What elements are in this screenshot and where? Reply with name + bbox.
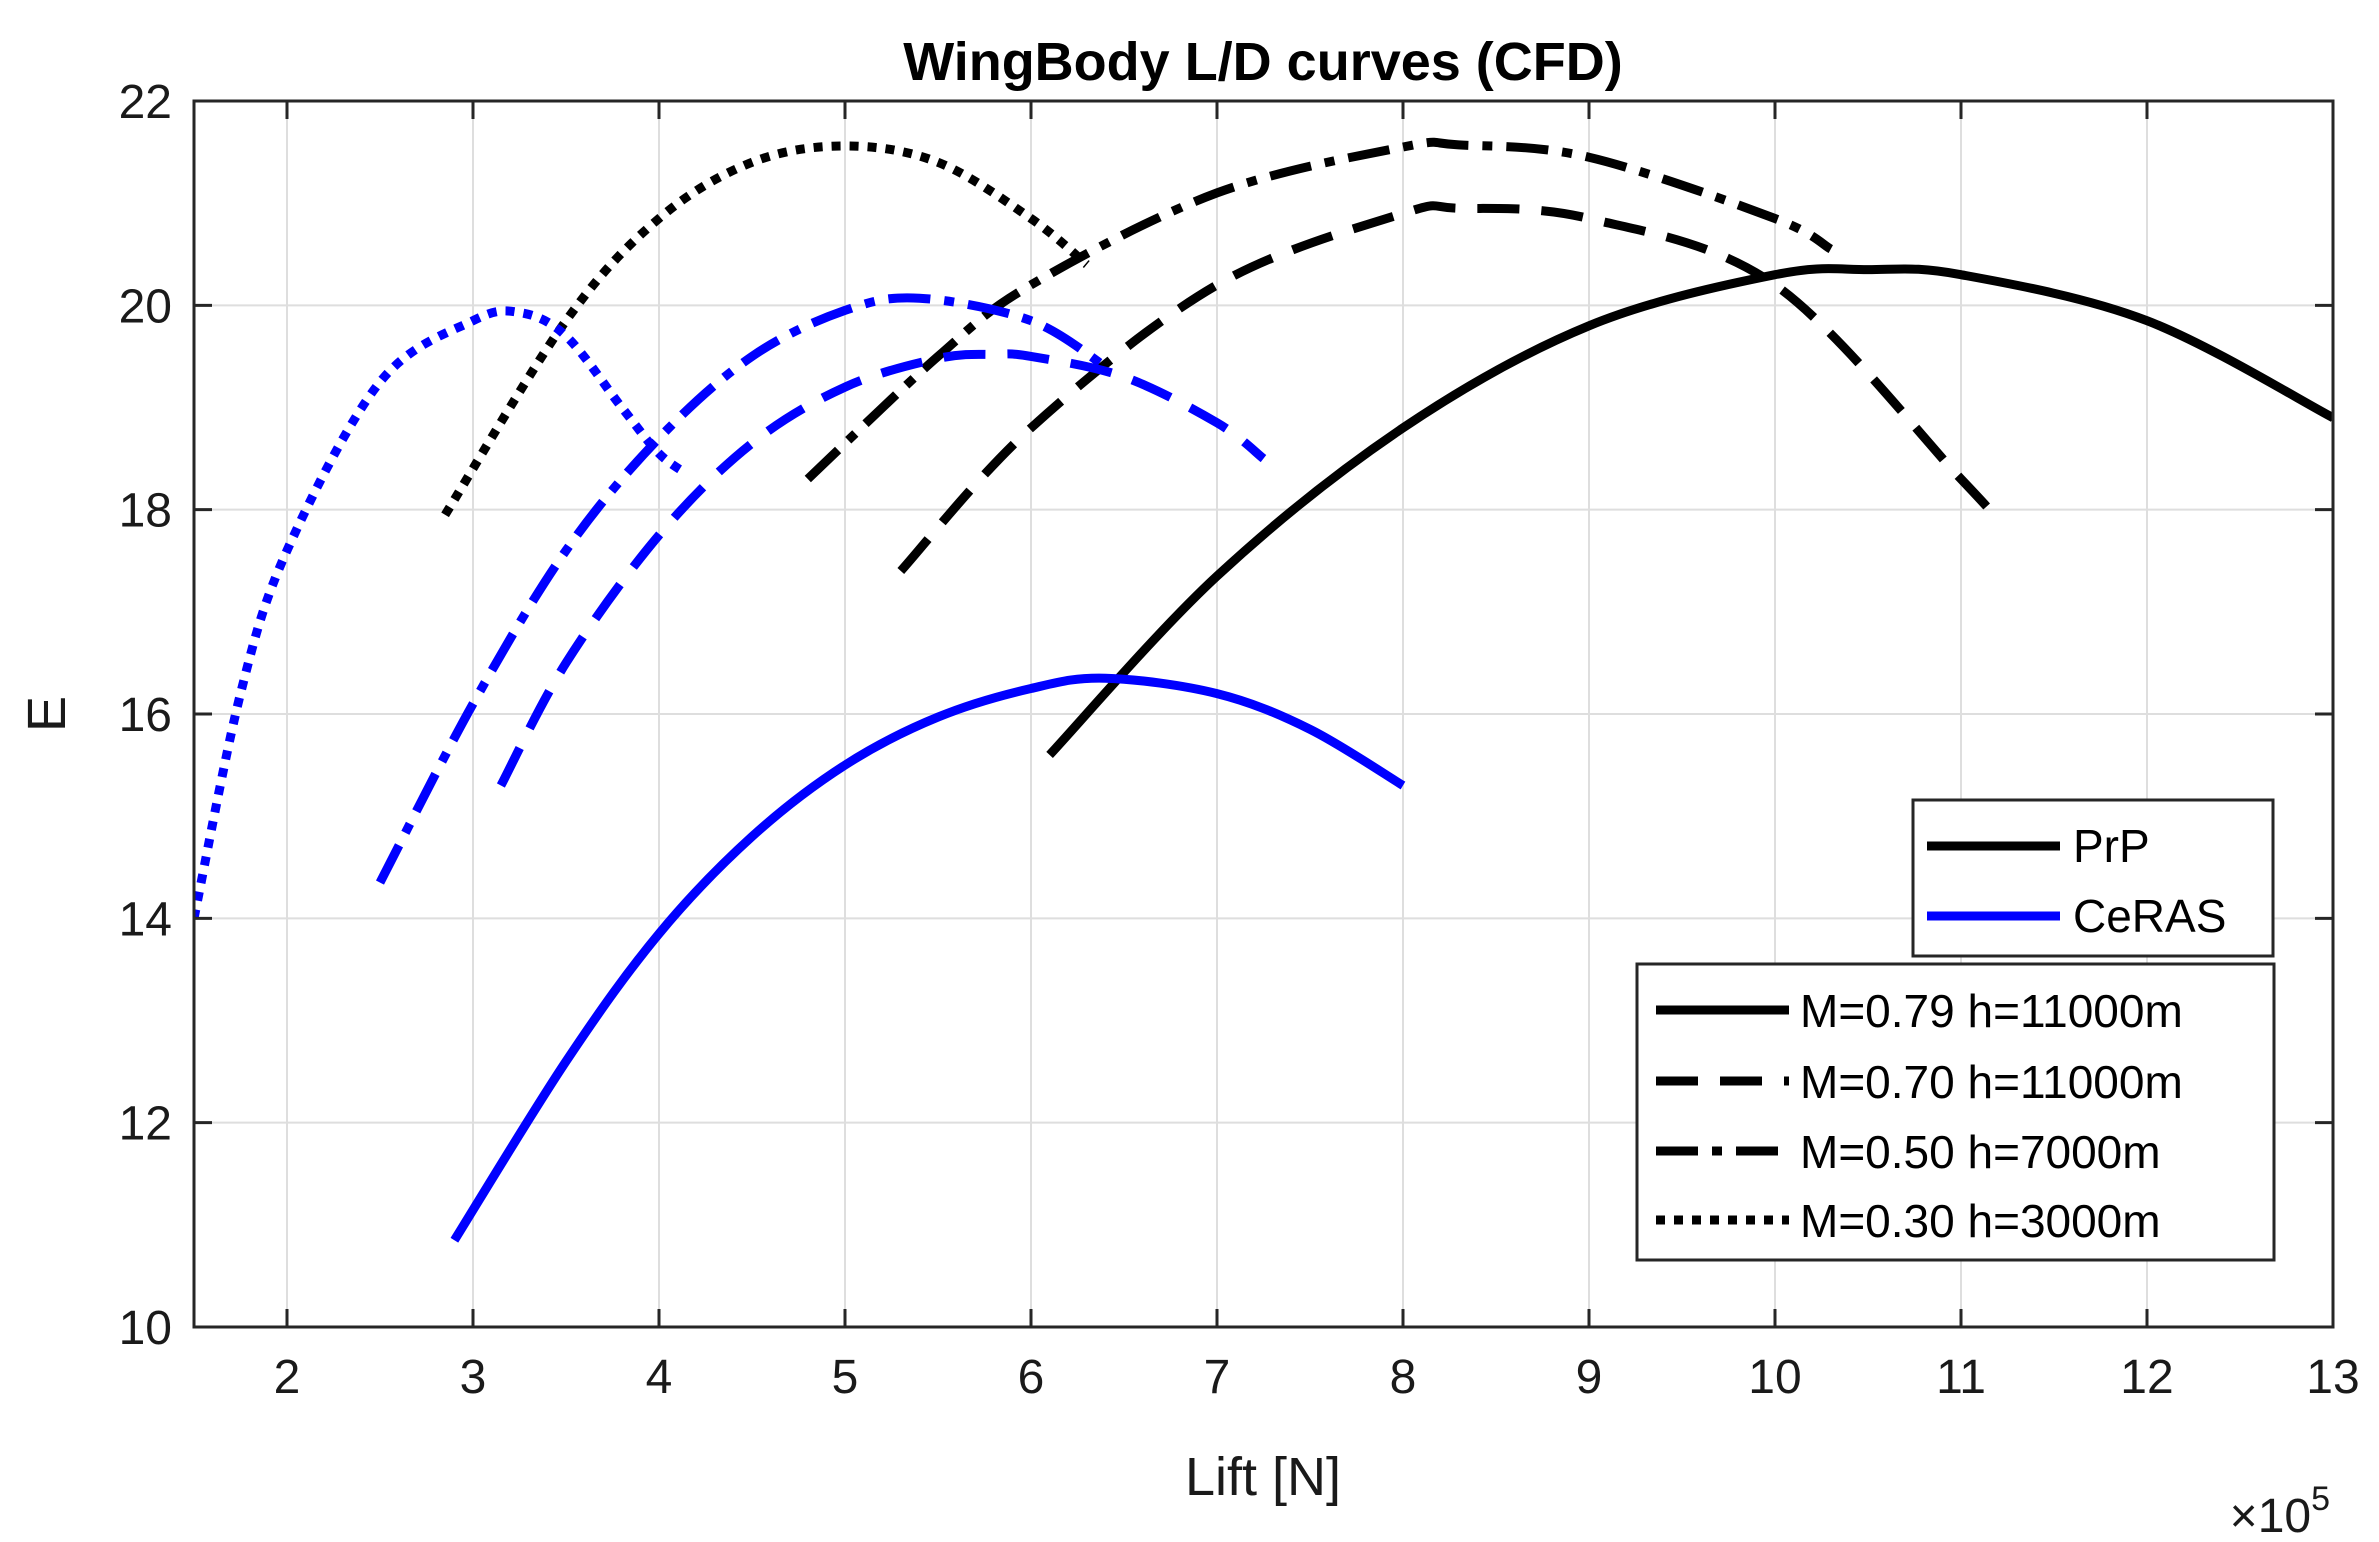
- x-axis-exponent-base: ×10: [2230, 1490, 2311, 1542]
- series-line-ceras-solid: [450, 673, 1406, 1243]
- legend-configurations-box: [1911, 798, 2275, 958]
- chart-title: WingBody L/D curves (CFD): [903, 32, 1623, 92]
- x-tick-label: 9: [1576, 1351, 1603, 1404]
- x-axis-exponent-power: 5: [2311, 1480, 2330, 1518]
- x-tick-label: 10: [1748, 1351, 1801, 1404]
- legend-configurations: PrP CeRAS: [1911, 798, 2275, 958]
- y-tick-label: 16: [119, 689, 172, 742]
- tick-labels: 2 3 4 5 6 7 8 9 10 11 12 13 10 12 14 16 18 20 22: [119, 76, 2360, 1404]
- y-tick-label: 12: [119, 1098, 172, 1151]
- x-axis-label: Lift [N]: [1185, 1447, 1341, 1507]
- series-line-prp-solid: [1046, 264, 2333, 758]
- series-line-ceras-dotted: [194, 306, 690, 920]
- y-tick-label: 20: [119, 280, 172, 333]
- series-line-prp-dotted: [441, 141, 1090, 518]
- x-tick-label: 3: [460, 1351, 487, 1404]
- x-tick-label: 2: [274, 1351, 301, 1404]
- x-tick-label: 4: [646, 1351, 673, 1404]
- legend-label-m079: M=0.79 h=11000m: [1800, 985, 2183, 1037]
- x-tick-label: 8: [1390, 1351, 1417, 1404]
- x-tick-label: 6: [1018, 1351, 1045, 1404]
- series-line-prp-dashed: [897, 201, 2002, 575]
- ticks: [194, 99, 2335, 1329]
- y-tick-label: 22: [119, 76, 172, 129]
- legend-label-prp: PrP: [2073, 820, 2150, 872]
- series-line-ceras-dashed: [496, 349, 1267, 788]
- legend-conditions: M=0.79 h=11000m M=0.70 h=11000m M=0.50 h…: [1635, 962, 2276, 1262]
- y-tick-label: 18: [119, 485, 172, 538]
- series-line-ceras-dashdot: [376, 293, 1108, 885]
- x-tick-label: 13: [2306, 1351, 2359, 1404]
- legend-label-m070: M=0.70 h=11000m: [1800, 1056, 2183, 1108]
- x-tick-label: 11: [1936, 1351, 1986, 1404]
- legend-label-m050: M=0.50 h=7000m: [1800, 1126, 2161, 1178]
- x-tick-label: 7: [1204, 1351, 1231, 1404]
- x-tick-label: 5: [832, 1351, 859, 1404]
- legend-label-ceras: CeRAS: [2073, 890, 2226, 942]
- x-tick-label: 12: [2120, 1351, 2173, 1404]
- x-axis-exponent: ×105: [2230, 1480, 2330, 1542]
- legend-label-m030: M=0.30 h=3000m: [1800, 1195, 2161, 1247]
- y-axis-label: E: [17, 696, 77, 732]
- series-group: [194, 137, 2333, 1243]
- y-tick-label: 14: [119, 893, 172, 946]
- series-line-prp-dashdot: [804, 137, 1834, 483]
- y-tick-label: 10: [119, 1302, 172, 1355]
